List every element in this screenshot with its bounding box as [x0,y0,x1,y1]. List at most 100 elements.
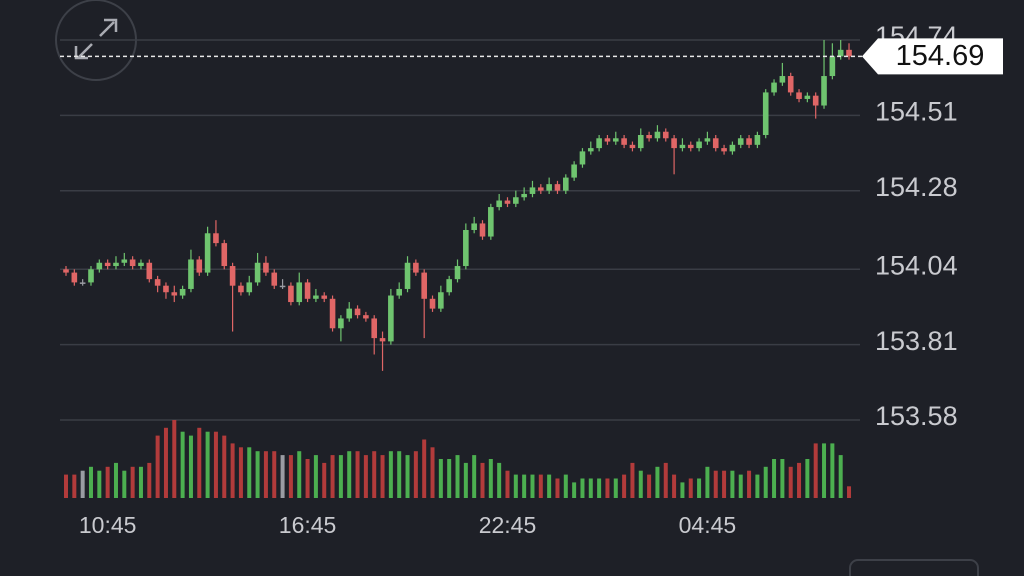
candle-body [712,138,719,149]
volume-bar [180,431,185,498]
volume-bar [738,474,743,498]
volume-bar [330,455,335,498]
volume-bar [297,451,302,498]
volume-bar [64,474,68,498]
candle-body [504,200,511,204]
candle-body [787,76,794,93]
candle-body [154,279,161,286]
candle-body [804,95,811,99]
x-tick-label: 22:45 [479,512,537,538]
candle-body [604,138,611,142]
volume-bar [155,435,160,498]
candle-body [429,298,436,309]
candle-body [196,259,203,273]
candle-body [288,285,294,303]
volume-bar [530,474,535,498]
candle-body [163,285,169,293]
candle-body [304,282,311,299]
volume-bar [188,435,193,498]
volume-bar [705,466,710,498]
volume-bar [213,431,218,498]
volume-bar [497,462,502,498]
candle-body [529,187,536,194]
candle-body [263,262,269,273]
volume-bar [538,474,543,498]
candle-body [338,318,344,329]
corner-button[interactable] [849,559,979,576]
volume-bar [172,420,177,498]
volume-bar [697,478,702,498]
volume-bar [480,462,485,498]
volume-bar [688,478,693,498]
volume-bar [388,451,393,498]
volume-bar [438,459,443,498]
candle-body [279,285,286,288]
volume-bar [138,466,143,498]
y-tick-label: 154.28 [875,172,958,202]
last-price-tag [862,38,1003,75]
volume-bar [430,447,435,498]
x-tick-label: 16:45 [279,512,337,538]
candle-body [829,56,836,77]
volume-bar [772,459,777,498]
candle-body [354,308,361,316]
volume-bar [455,455,460,498]
candle-body [221,243,228,267]
candle-body [204,233,211,273]
candle-body [629,144,636,149]
candle-body [796,92,802,99]
volume-bar [263,451,268,498]
candle-body [696,141,702,149]
candle-body [729,144,736,152]
volume-bar [322,462,327,498]
expand-icon[interactable] [74,18,118,60]
volume-bar [97,470,102,498]
candle-body [771,82,777,93]
candle-body [146,262,153,280]
y-tick-label: 153.81 [875,326,958,356]
volume-bar [638,470,643,498]
candle-body [779,76,786,83]
volume-bar [622,474,627,498]
volume-bar [838,455,843,498]
candle-body [679,144,686,149]
volume-bar [405,455,410,498]
candle-body [762,92,769,135]
candle-body [246,282,253,293]
candle-body [837,49,844,57]
candle-body [454,266,461,280]
volume-bar [722,470,727,498]
candle-body [521,193,527,198]
volume-bar [413,451,418,498]
candle-body [121,259,128,263]
volume-bar [488,459,493,498]
volume-bar [663,462,668,498]
volume-bar [805,459,810,498]
candle-body [71,272,78,283]
candle-body [587,148,594,152]
candle-body [671,138,677,149]
candle-body [637,135,644,149]
volume-bar [380,455,385,498]
volume-bar [122,470,127,498]
candle-body [388,295,394,342]
volume-bar [197,427,202,498]
candle-body [171,292,178,296]
volume-bar [630,462,635,498]
volume-bar [830,443,835,498]
volume-bar [280,455,285,498]
volume-bar [847,486,852,498]
volume-bar [205,431,210,498]
volume-bar [238,447,243,498]
candle-body [563,177,569,191]
volume-bar [588,478,593,498]
y-tick-label: 154.04 [875,250,958,280]
candle-body [721,148,727,152]
y-tick-label: 153.58 [875,401,958,431]
candle-body [737,138,744,145]
candle-body [479,223,486,237]
volume-bar [305,459,310,498]
candle-body [571,164,577,178]
